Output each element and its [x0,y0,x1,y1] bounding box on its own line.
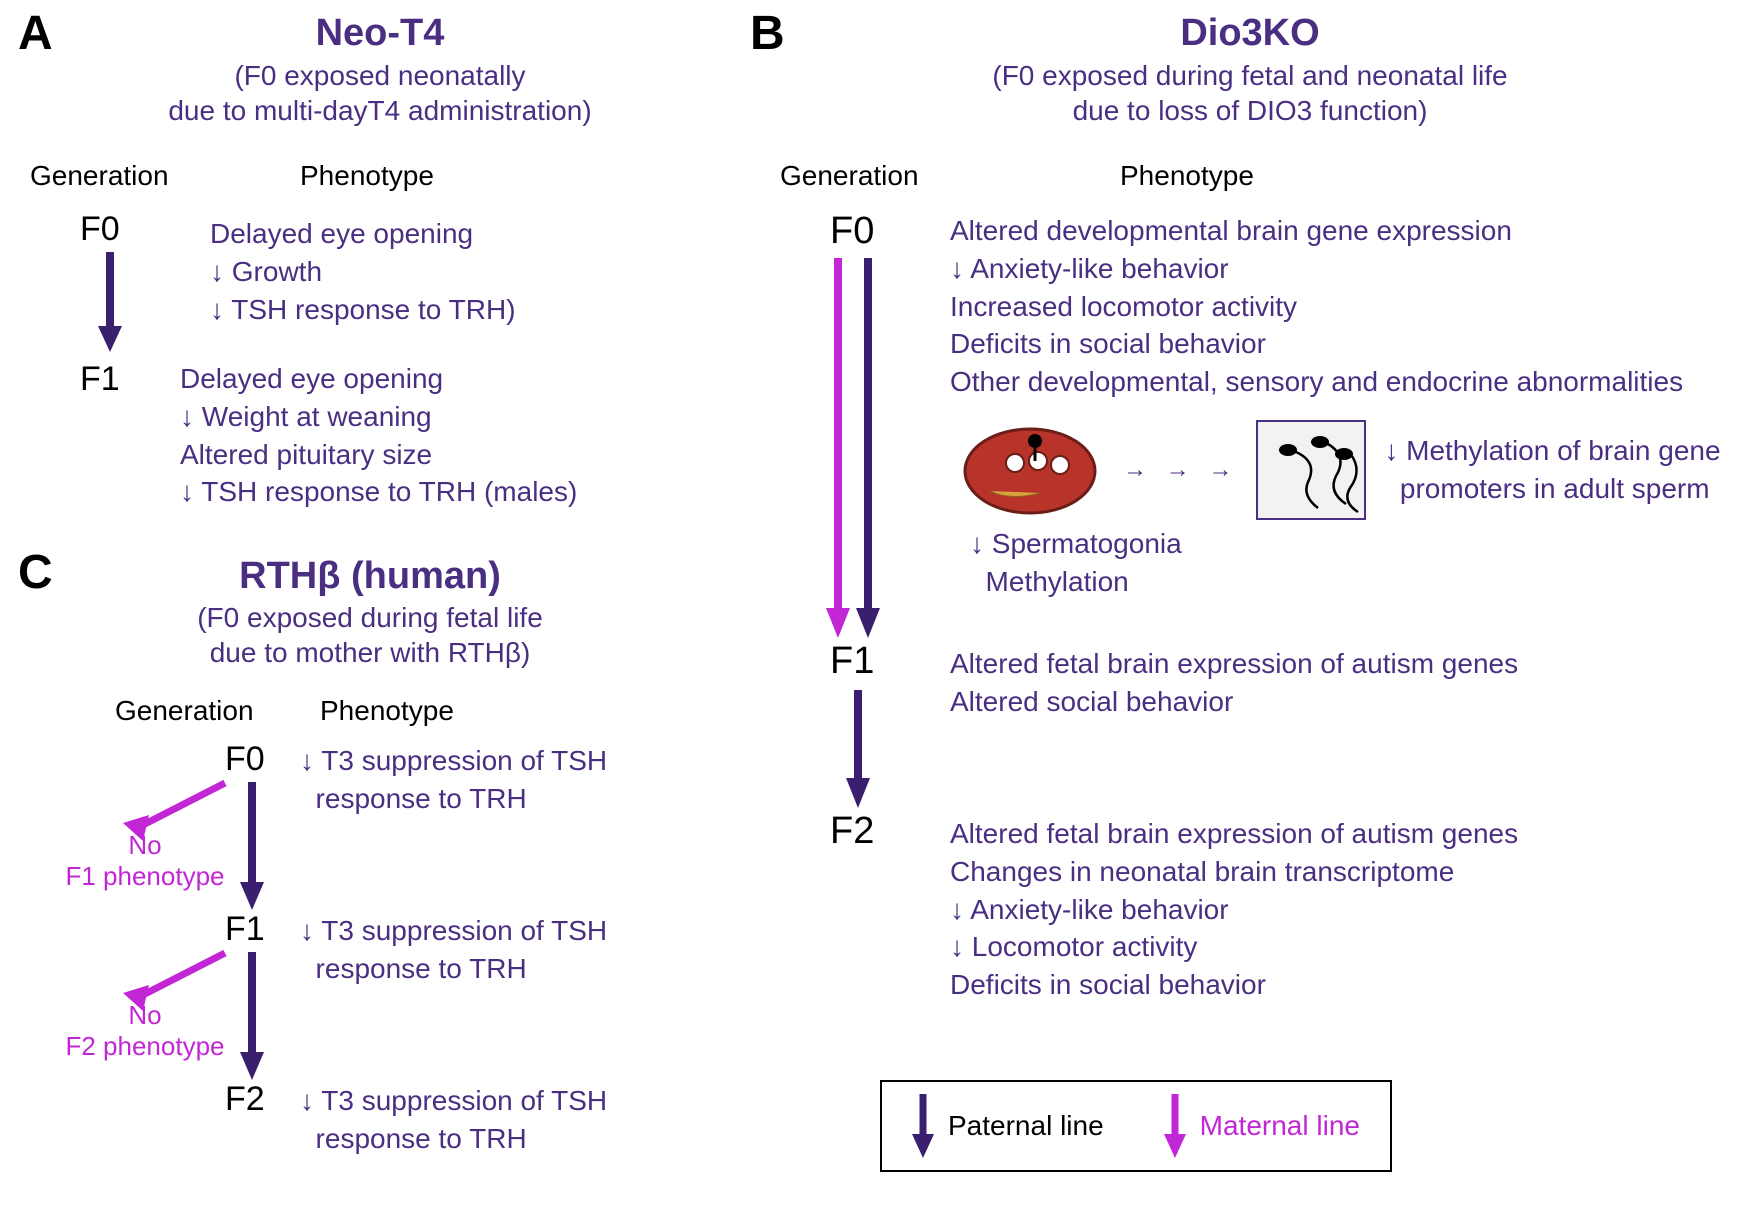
pheno-line: Altered social behavior [950,683,1518,721]
panel-c-f1-pheno: ↓ T3 suppression of TSH response to TRH [300,912,607,988]
panel-b-f0-pheno: Altered developmental brain gene express… [950,212,1683,401]
pheno-line: ↓ TSH response to TRH) [210,291,516,329]
panel-a-f1: F1 [80,360,120,399]
pheno-line: Deficits in social behavior [950,966,1518,1004]
pheno-line: Altered developmental brain gene express… [950,212,1683,250]
legend-maternal-arrow-icon [1164,1094,1186,1158]
pheno-line: ↓ Spermatogonia [970,525,1182,563]
panel-c-no-f2: No F2 phenotype [55,1000,235,1062]
panel-c-f2: F2 [225,1080,265,1119]
sperm-box-icon [1256,420,1366,520]
legend-paternal-arrow-icon [912,1094,934,1158]
pheno-line: Changes in neonatal brain transcriptome [950,853,1518,891]
panel-b-pat-arrow1-icon [856,258,880,638]
no-f2-l2: F2 phenotype [65,1031,224,1061]
testis-icon [960,423,1105,518]
panel-c-f0: F0 [225,740,265,779]
no-f1-l2: F1 phenotype [65,861,224,891]
pheno-line: response to TRH [300,1120,607,1158]
panel-c-gen-header: Generation [115,695,254,727]
pheno-line: ↓ TSH response to TRH (males) [180,473,577,511]
panel-b-subtitle: (F0 exposed during fetal and neonatal li… [920,58,1580,128]
panel-b-mat-arrow-icon [826,258,850,638]
pheno-line: response to TRH [300,950,607,988]
pheno-line: ↓ T3 suppression of TSH [300,1082,607,1120]
pheno-line: Altered fetal brain expression of autism… [950,815,1518,853]
no-f1-l1: No [128,830,161,860]
panel-b-f1: F1 [830,640,874,683]
panel-a-title: Neo-T4 [120,12,640,55]
panel-a-arrow-icon [98,252,122,352]
panel-c-arrow1-icon [240,782,264,910]
pheno-line: ↓ Weight at weaning [180,398,577,436]
panel-c-f0-pheno: ↓ T3 suppression of TSH response to TRH [300,742,607,818]
panel-b-f1-pheno: Altered fetal brain expression of autism… [950,645,1518,721]
panel-c-arrow2-icon [240,952,264,1080]
panel-a-f0: F0 [80,210,120,249]
pheno-line: ↓ T3 suppression of TSH [300,742,607,780]
pheno-line: Delayed eye opening [180,360,577,398]
pheno-line: Delayed eye opening [210,215,516,253]
panel-b-label: B [750,6,785,61]
spermatogonia-label: ↓ Spermatogonia Methylation [970,525,1182,601]
panel-b-pat-arrow2-icon [846,690,870,808]
pheno-line: ↓ Anxiety-like behavior [950,250,1683,288]
panel-c-no-f1: No F1 phenotype [55,830,235,892]
pheno-line: Altered pituitary size [180,436,577,474]
sperm-cells-icon [1258,422,1368,522]
pheno-line: Methylation [970,563,1182,601]
panel-a-sub1: (F0 exposed neonatally [234,60,525,91]
panel-c-pheno-header: Phenotype [320,695,454,727]
panel-a-f1-pheno: Delayed eye opening ↓ Weight at weaning … [180,360,577,511]
pheno-line: ↓ T3 suppression of TSH [300,912,607,950]
panel-b-f2-pheno: Altered fetal brain expression of autism… [950,815,1518,1004]
panel-a-f0-pheno: Delayed eye opening ↓ Growth ↓ TSH respo… [210,215,516,328]
panel-a-pheno-header: Phenotype [300,160,434,192]
legend-paternal: Paternal line [912,1094,1104,1158]
panel-b-sub1: (F0 exposed during fetal and neonatal li… [992,60,1507,91]
legend-box: Paternal line Maternal line [880,1080,1392,1172]
pheno-line: response to TRH [300,780,607,818]
pheno-line: Other developmental, sensory and endocri… [950,363,1683,401]
panel-c-sub1: (F0 exposed during fetal life [197,602,543,633]
panel-c-subtitle: (F0 exposed during fetal life due to mot… [130,600,610,670]
panel-a-label: A [18,6,53,61]
panel-c-f1: F1 [225,910,265,949]
pheno-line: ↓ Locomotor activity [950,928,1518,966]
panel-a-gen-header: Generation [30,160,169,192]
small-arrows-icon: → → → [1123,456,1238,484]
pheno-line: ↓ Methylation of brain gene [1384,432,1720,470]
pheno-line: Increased locomotor activity [950,288,1683,326]
panel-b-pheno-header: Phenotype [1120,160,1254,192]
no-f2-l1: No [128,1000,161,1030]
panel-a-subtitle: (F0 exposed neonatally due to multi-dayT… [90,58,670,128]
panel-b-gen-header: Generation [780,160,919,192]
panel-c-sub2: due to mother with RTHβ) [210,637,531,668]
panel-b-f2: F2 [830,810,874,853]
pheno-line: ↓ Anxiety-like behavior [950,891,1518,929]
panel-a-sub2: due to multi-dayT4 administration) [168,95,591,126]
legend-paternal-label: Paternal line [948,1110,1104,1142]
panel-b-f0: F0 [830,210,874,253]
pheno-line: ↓ Growth [210,253,516,291]
sperm-result-text: ↓ Methylation of brain gene promoters in… [1384,432,1720,508]
legend-maternal: Maternal line [1164,1094,1360,1158]
panel-c-f2-pheno: ↓ T3 suppression of TSH response to TRH [300,1082,607,1158]
testis-row: → → → ↓ Methylation of brain gene promot… [960,420,1721,520]
pheno-line: promoters in adult sperm [1384,470,1720,508]
pheno-line: Altered fetal brain expression of autism… [950,645,1518,683]
panel-c-label: C [18,545,53,600]
pheno-line: Deficits in social behavior [950,325,1683,363]
panel-c-title: RTHβ (human) [160,555,580,598]
legend-maternal-label: Maternal line [1200,1110,1360,1142]
panel-b-title: Dio3KO [1000,12,1500,55]
panel-b-sub2: due to loss of DIO3 function) [1073,95,1428,126]
